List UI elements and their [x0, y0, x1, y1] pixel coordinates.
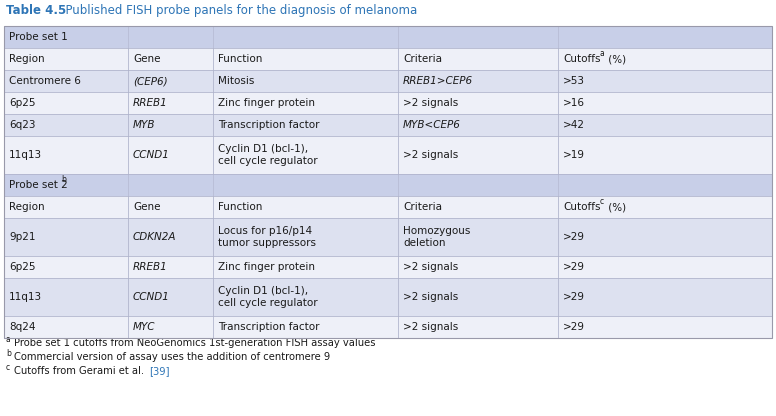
Text: 6p25: 6p25: [9, 262, 36, 272]
Text: >29: >29: [563, 322, 585, 332]
Text: b: b: [6, 349, 11, 357]
Text: Probe set 1: Probe set 1: [9, 32, 68, 42]
Text: >29: >29: [563, 232, 585, 242]
Text: >2 signals: >2 signals: [403, 292, 459, 302]
Text: Cyclin D1 (bcl-1),: Cyclin D1 (bcl-1),: [218, 285, 308, 295]
Text: Published FISH probe panels for the diagnosis of melanoma: Published FISH probe panels for the diag…: [58, 4, 417, 17]
Text: Transcription factor: Transcription factor: [218, 120, 320, 130]
Bar: [4, 48, 772, 70]
Bar: [4, 26, 772, 48]
Bar: [4, 26, 772, 338]
Text: Criteria: Criteria: [403, 54, 442, 64]
Text: CCND1: CCND1: [133, 150, 170, 160]
Bar: [4, 256, 772, 278]
Text: >29: >29: [563, 262, 585, 272]
Text: c: c: [600, 198, 605, 206]
Text: >29: >29: [563, 292, 585, 302]
Text: Probe set 2: Probe set 2: [9, 180, 68, 190]
Text: 11q13: 11q13: [9, 150, 42, 160]
Text: Cutoffs from Gerami et al.: Cutoffs from Gerami et al.: [14, 366, 147, 376]
Text: Region: Region: [9, 202, 45, 212]
Text: CCND1: CCND1: [133, 292, 170, 302]
Text: Table 4.5: Table 4.5: [6, 4, 66, 17]
Text: a: a: [6, 334, 11, 344]
Text: (CEP6): (CEP6): [133, 76, 168, 86]
Text: Commercial version of assay uses the addition of centromere 9: Commercial version of assay uses the add…: [14, 352, 331, 362]
Text: >53: >53: [563, 76, 585, 86]
Text: MYB: MYB: [133, 120, 155, 130]
Text: 9p21: 9p21: [9, 232, 36, 242]
Text: Cutoffs: Cutoffs: [563, 202, 601, 212]
Text: Mitosis: Mitosis: [218, 76, 255, 86]
Text: Gene: Gene: [133, 202, 161, 212]
Text: 6p25: 6p25: [9, 98, 36, 108]
Text: >19: >19: [563, 150, 585, 160]
Text: (%): (%): [605, 202, 626, 212]
Text: cell cycle regulator: cell cycle regulator: [218, 299, 317, 309]
Text: Gene: Gene: [133, 54, 161, 64]
Text: Zinc finger protein: Zinc finger protein: [218, 262, 315, 272]
Text: Transcription factor: Transcription factor: [218, 322, 320, 332]
Text: Cyclin D1 (bcl-1),: Cyclin D1 (bcl-1),: [218, 144, 308, 154]
Text: Locus for p16/p14: Locus for p16/p14: [218, 225, 312, 235]
Text: Probe set 1 cutoffs from NeoGenomics 1st-generation FISH assay values: Probe set 1 cutoffs from NeoGenomics 1st…: [14, 338, 376, 348]
Text: Function: Function: [218, 202, 262, 212]
Bar: [4, 174, 772, 196]
Text: Criteria: Criteria: [403, 202, 442, 212]
Text: >2 signals: >2 signals: [403, 150, 459, 160]
Text: RREB1: RREB1: [133, 98, 168, 108]
Bar: [4, 92, 772, 114]
Bar: [4, 136, 772, 174]
Text: 6q23: 6q23: [9, 120, 36, 130]
Text: deletion: deletion: [403, 238, 445, 248]
Text: MYC: MYC: [133, 322, 155, 332]
Text: a: a: [600, 50, 605, 59]
Text: Cutoffs: Cutoffs: [563, 54, 601, 64]
Bar: [4, 278, 772, 316]
Text: RREB1>CEP6: RREB1>CEP6: [403, 76, 473, 86]
Text: Zinc finger protein: Zinc finger protein: [218, 98, 315, 108]
Text: c: c: [6, 362, 10, 371]
Bar: [4, 196, 772, 218]
Text: b: b: [61, 176, 66, 185]
Text: (%): (%): [605, 54, 626, 64]
Bar: [4, 316, 772, 338]
Text: MYB<CEP6: MYB<CEP6: [403, 120, 461, 130]
Text: >2 signals: >2 signals: [403, 322, 459, 332]
Bar: [4, 114, 772, 136]
Text: >2 signals: >2 signals: [403, 98, 459, 108]
Text: Centromere 6: Centromere 6: [9, 76, 81, 86]
Text: >2 signals: >2 signals: [403, 262, 459, 272]
Text: 8q24: 8q24: [9, 322, 36, 332]
Text: CDKN2A: CDKN2A: [133, 232, 176, 242]
Text: Homozygous: Homozygous: [403, 225, 470, 235]
Bar: [4, 218, 772, 256]
Text: Region: Region: [9, 54, 45, 64]
Text: >42: >42: [563, 120, 585, 130]
Text: >16: >16: [563, 98, 585, 108]
Bar: [4, 70, 772, 92]
Text: tumor suppressors: tumor suppressors: [218, 238, 316, 248]
Text: cell cycle regulator: cell cycle regulator: [218, 156, 317, 166]
Text: [39]: [39]: [149, 366, 169, 376]
Text: Function: Function: [218, 54, 262, 64]
Text: RREB1: RREB1: [133, 262, 168, 272]
Text: 11q13: 11q13: [9, 292, 42, 302]
